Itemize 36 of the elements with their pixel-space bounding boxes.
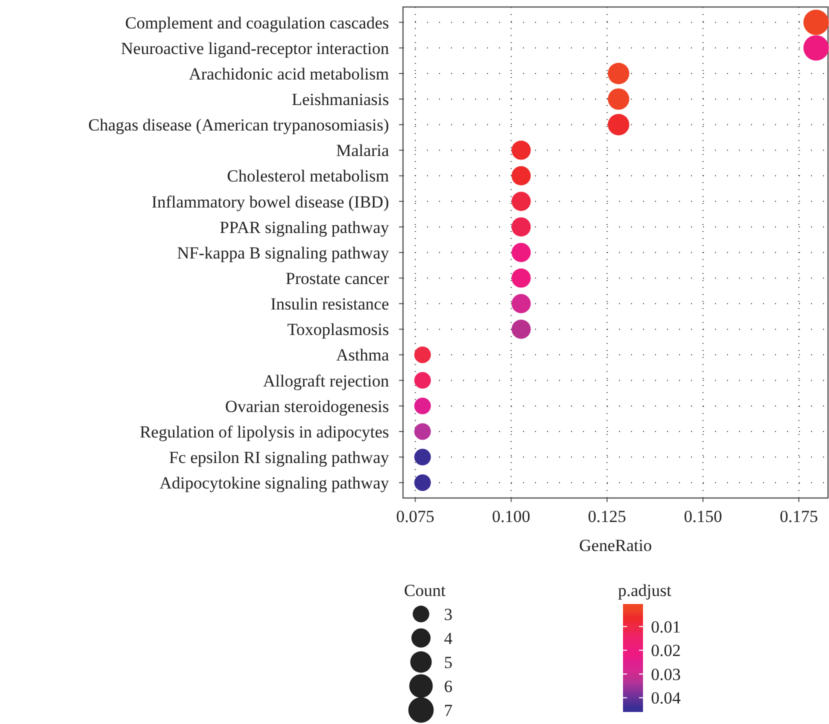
x-tick-label: 0.075 [396,507,434,526]
color-bar-label: 0.03 [651,664,681,684]
legend-label: 7 [444,700,453,720]
y-tick-label: Neuroactive ligand-receptor interaction [120,38,390,58]
y-tick-label: Insulin resistance [270,294,389,314]
y-tick-label: Ovarian steroidogenesis [225,396,389,416]
y-tick-label: Malaria [336,141,390,160]
legend-label: 4 [444,628,453,648]
y-tick-label: Cholesterol metabolism [227,166,389,186]
y-tick-label: Allograft rejection [262,371,390,390]
y-tick-label: PPAR signaling pathway [220,218,390,237]
x-tick-label: 0.175 [780,507,818,526]
x-tick-label: 0.125 [588,507,626,526]
y-tick-label: Prostate cancer [286,269,390,288]
y-tick-label: Arachidonic acid metabolism [188,64,389,84]
y-tick-label: Leishmaniasis [292,90,389,110]
legend-label: 3 [444,604,452,624]
y-tick-label: Asthma [336,346,390,365]
y-tick-label: Chagas disease (American trypanosomiasis) [88,116,389,135]
x-tick-label: 0.100 [492,507,530,526]
color-bar-label: 0.02 [651,641,681,660]
color-bar-title: p.adjust [618,581,672,600]
legend-label: 5 [444,652,452,672]
color-bar-label: 0.01 [651,618,681,636]
legend-label: 6 [444,676,452,696]
legend-title: Count [404,581,446,600]
y-tick-label: Adipocytokine signaling pathway [160,474,390,493]
y-tick-label: NF-kappa B signaling pathway [177,243,390,262]
x-tick-label: 0.150 [684,507,722,526]
y-tick-label: Fc epsilon RI signaling pathway [168,448,390,468]
y-tick-label: Regulation of lipolysis in adipocytes [140,422,389,442]
color-bar-label: 0.04 [651,688,682,708]
y-tick-label: Toxoplasmosis [287,320,389,340]
y-tick-label: Inflammatory bowel disease (IBD) [152,192,389,212]
x-axis-title: GeneRatio [579,536,652,555]
y-tick-label: Complement and coagulation cascades [125,13,389,32]
